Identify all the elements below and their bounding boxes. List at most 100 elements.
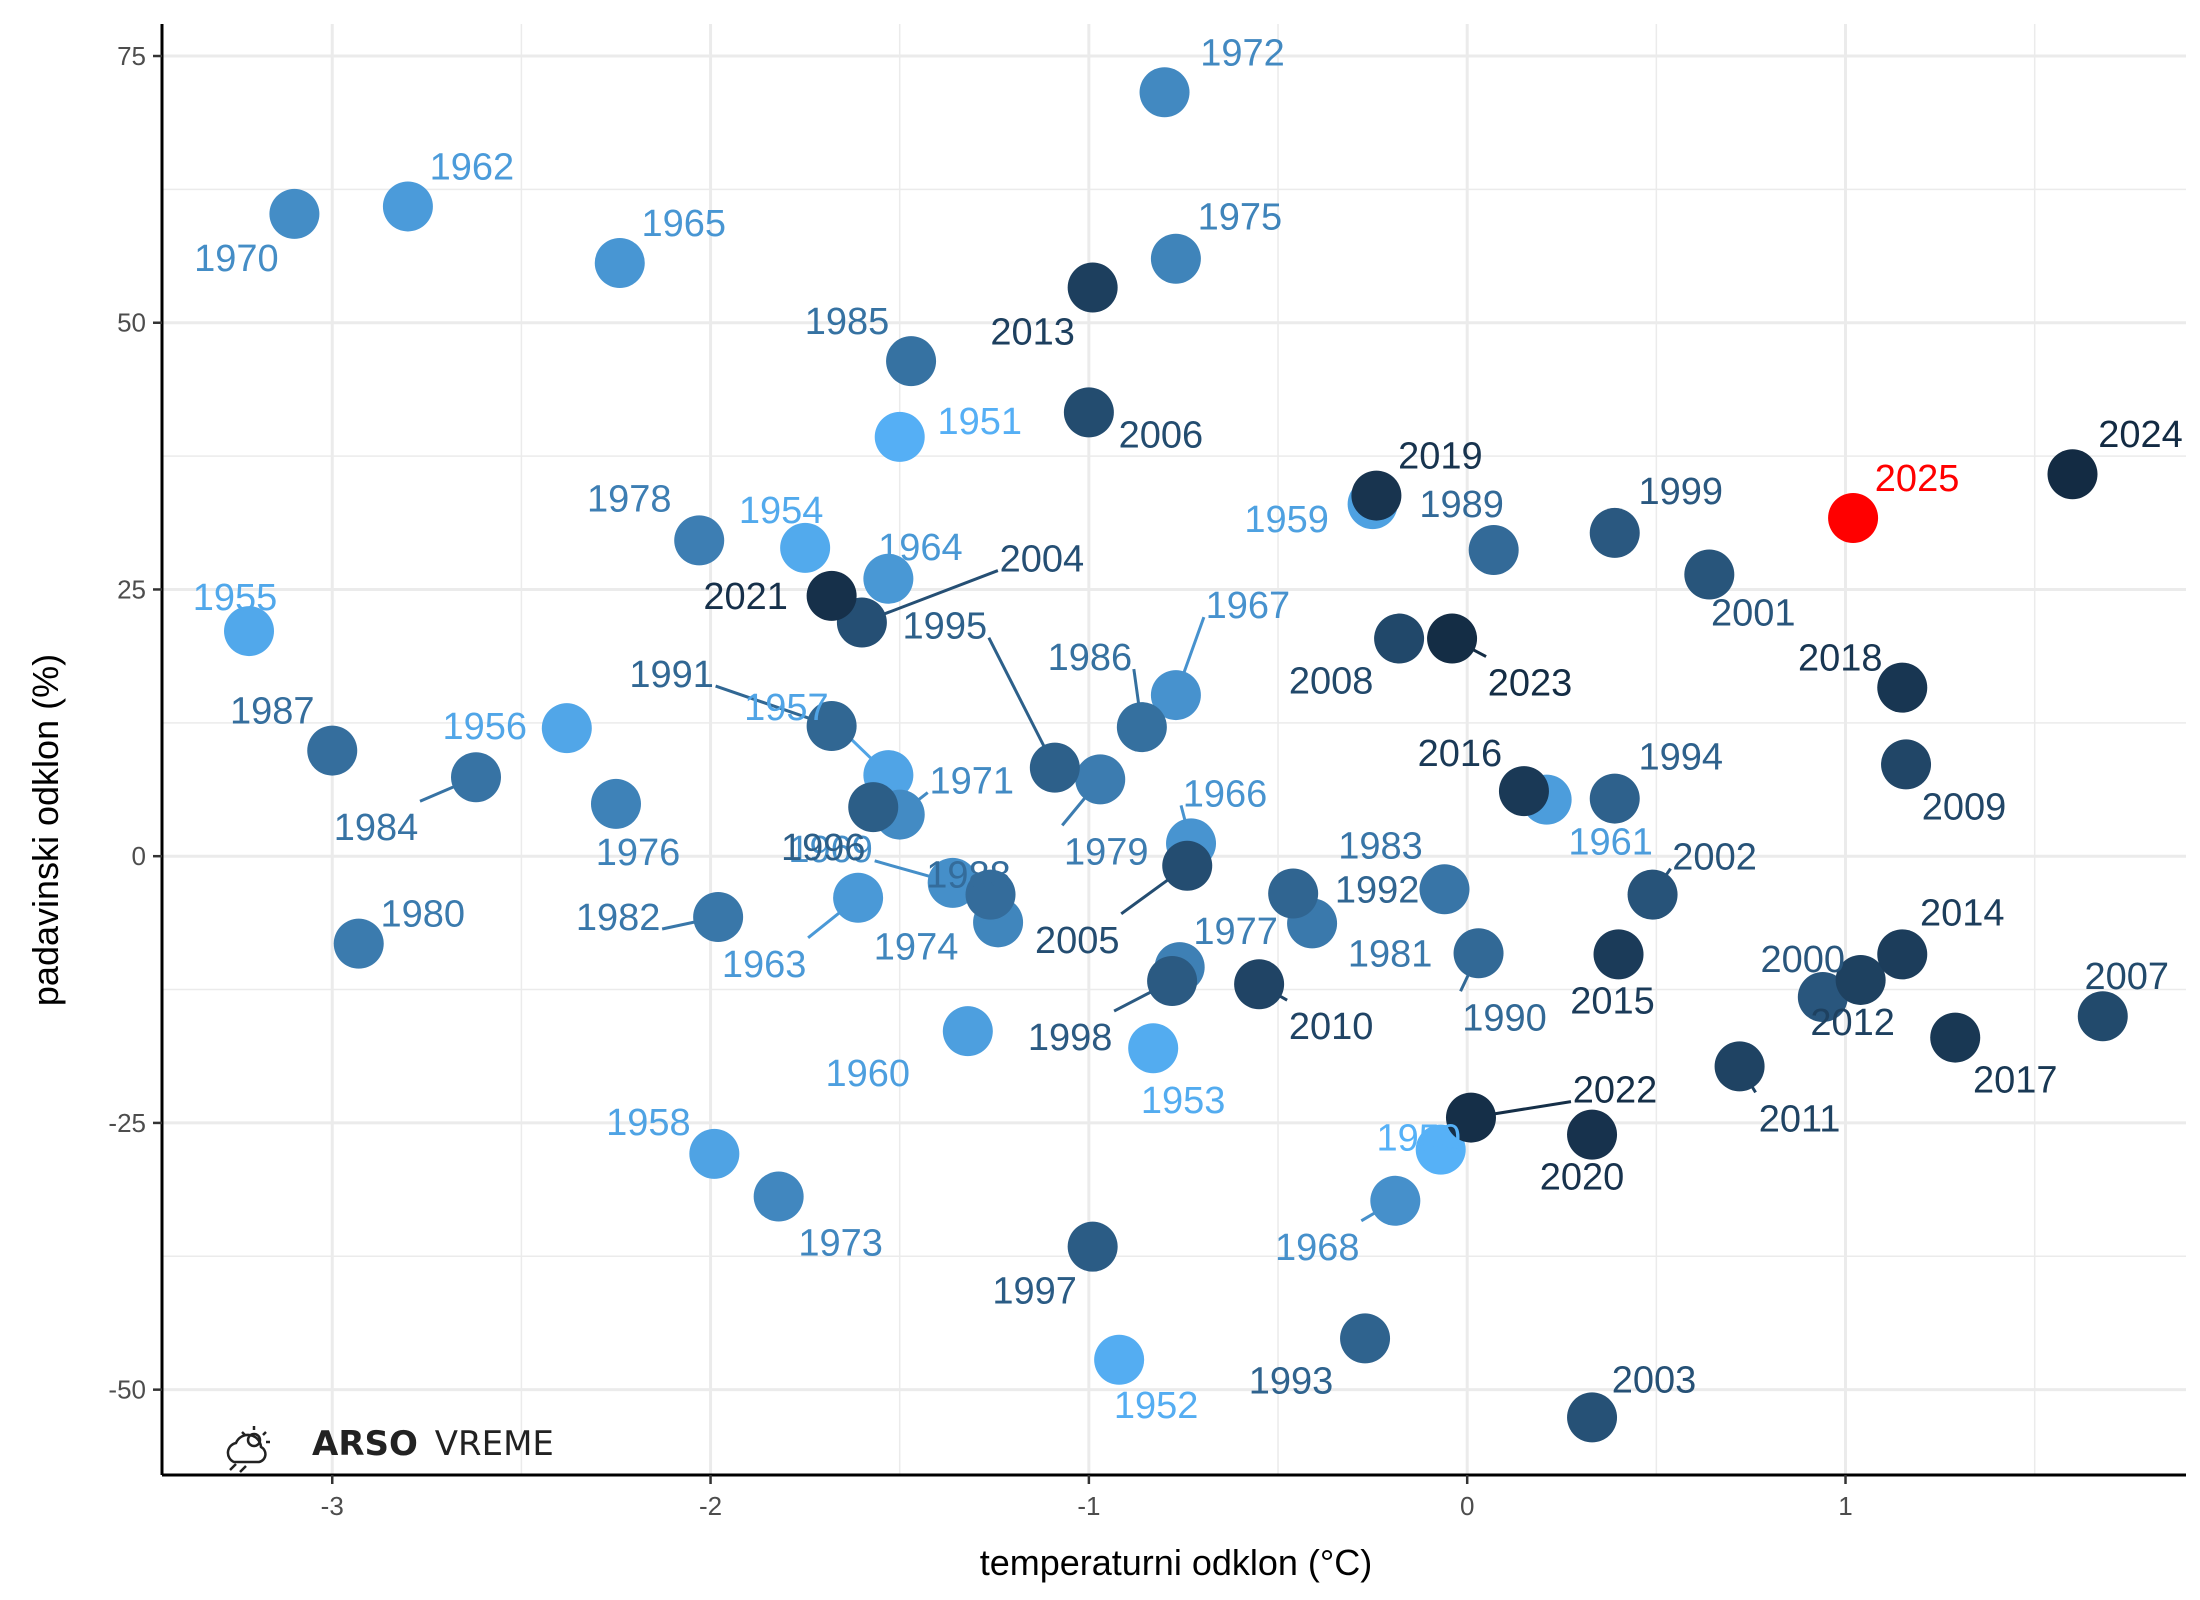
point-2018 — [1877, 662, 1928, 713]
point-2005 — [1162, 840, 1213, 891]
label-1991: 1991 — [629, 654, 714, 696]
label-1953: 1953 — [1141, 1080, 1226, 1122]
label-1986: 1986 — [1048, 637, 1133, 679]
label-2020: 2020 — [1540, 1157, 1625, 1199]
label-1976: 1976 — [596, 832, 681, 874]
point-1988 — [965, 869, 1016, 920]
label-1971: 1971 — [929, 761, 1014, 803]
point-1980 — [333, 918, 384, 969]
point-1985 — [886, 336, 937, 387]
label-1980: 1980 — [380, 894, 465, 936]
point-1955 — [224, 606, 275, 657]
tick-labels: -3 -2 -1 0 1 -50 -25 0 25 50 75 — [108, 41, 1852, 1521]
point-1958 — [689, 1128, 740, 1179]
label-2019: 2019 — [1398, 436, 1483, 478]
label-2005: 2005 — [1035, 920, 1120, 962]
label-2002: 2002 — [1672, 837, 1757, 879]
point-1997 — [1067, 1221, 1118, 1272]
label-1995: 1995 — [903, 606, 988, 648]
point-1962 — [382, 181, 433, 232]
label-1998: 1998 — [1028, 1017, 1113, 1059]
point-1979 — [1075, 754, 1126, 805]
label-1966: 1966 — [1183, 773, 1268, 815]
point-1960 — [942, 1006, 993, 1057]
point-1992 — [1268, 868, 1319, 919]
label-2009: 2009 — [1922, 786, 2007, 828]
point-1952 — [1094, 1334, 1145, 1385]
label-2015: 2015 — [1570, 980, 1655, 1022]
point-1994 — [1589, 773, 1640, 824]
label-1992: 1992 — [1335, 870, 1420, 912]
label-1973: 1973 — [798, 1223, 883, 1265]
point-1984 — [451, 752, 502, 803]
arso-watermark: ARSO VREME — [226, 1424, 554, 1473]
label-1984: 1984 — [334, 807, 419, 849]
label-1956: 1956 — [443, 706, 528, 748]
point-1978 — [674, 515, 725, 566]
point-2023 — [1427, 613, 1478, 664]
x-tick-label: 1 — [1838, 1491, 1852, 1521]
label-1954: 1954 — [739, 490, 824, 532]
data-points — [224, 67, 2128, 1443]
label-2023: 2023 — [1488, 663, 1573, 705]
label-2007: 2007 — [2084, 956, 2169, 998]
label-1969: 1969 — [788, 829, 873, 871]
label-1990: 1990 — [1462, 997, 1547, 1039]
label-1993: 1993 — [1249, 1360, 1334, 1402]
point-2000 — [1797, 972, 1848, 1023]
label-2024: 2024 — [2098, 414, 2183, 456]
point-2011 — [1714, 1041, 1765, 1092]
label-2012: 2012 — [1810, 1002, 1895, 1044]
y-tick-label: -25 — [108, 1108, 146, 1138]
label-1968: 1968 — [1275, 1227, 1360, 1269]
label-2006: 2006 — [1119, 414, 1204, 456]
point-1969 — [927, 857, 978, 908]
point-1956 — [541, 703, 592, 754]
point-2012 — [1835, 954, 1886, 1005]
label-2001: 2001 — [1711, 593, 1796, 635]
point-1972 — [1139, 67, 1190, 118]
point-1999 — [1589, 507, 1640, 558]
label-1955: 1955 — [193, 577, 278, 619]
label-2018: 2018 — [1798, 638, 1883, 680]
point-labels: 1950 1951 1952 1953 1954 1955 1956 1957 1958 1959… — [193, 32, 2183, 1426]
label-2021: 2021 — [703, 576, 788, 618]
point-2020 — [1567, 1109, 1618, 1160]
point-2014 — [1877, 929, 1928, 980]
label-1963: 1963 — [722, 944, 807, 986]
y-tick-label: 50 — [117, 308, 146, 338]
label-1977: 1977 — [1193, 911, 1278, 953]
point-2024 — [2047, 449, 2098, 500]
point-1986 — [1116, 702, 1167, 753]
point-1967 — [1150, 670, 1201, 721]
point-2002 — [1627, 869, 1678, 920]
point-2019 — [1351, 470, 1402, 521]
label-1996: 1996 — [781, 827, 866, 869]
point-2001 — [1684, 549, 1735, 600]
point-1983 — [1419, 864, 1470, 915]
point-1951 — [874, 411, 925, 462]
x-tick-label: -3 — [321, 1491, 344, 1521]
point-1970 — [269, 188, 320, 239]
label-2003: 2003 — [1612, 1359, 1697, 1401]
label-1964: 1964 — [878, 527, 963, 569]
x-tick-label: -1 — [1077, 1491, 1100, 1521]
point-1953 — [1128, 1023, 1179, 1074]
point-2008 — [1374, 613, 1425, 664]
label-1999: 1999 — [1638, 471, 1723, 513]
label-1958: 1958 — [606, 1102, 691, 1144]
point-1954 — [780, 522, 831, 573]
point-1993 — [1340, 1313, 1391, 1364]
label-1979: 1979 — [1064, 831, 1149, 873]
point-2010 — [1234, 959, 1285, 1010]
x-axis-title: temperaturni odklon (°C) — [980, 1542, 1373, 1583]
y-tick-label: 25 — [117, 574, 146, 604]
label-1987: 1987 — [230, 691, 315, 733]
label-1982: 1982 — [576, 897, 661, 939]
point-2007 — [2077, 991, 2128, 1042]
brand-light: VREME — [435, 1424, 554, 1464]
point-1976 — [590, 778, 641, 829]
point-1963 — [833, 872, 884, 923]
label-1974: 1974 — [874, 926, 959, 968]
label-1962: 1962 — [430, 146, 515, 188]
